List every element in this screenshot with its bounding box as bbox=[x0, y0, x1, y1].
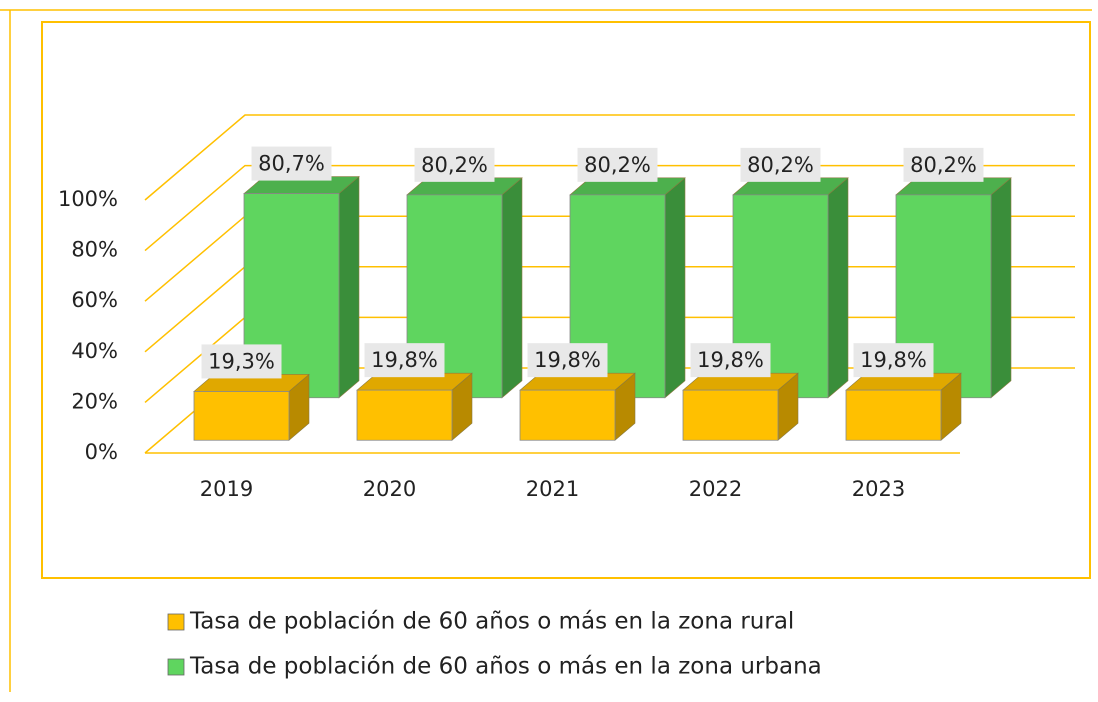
legend-label: Tasa de población de 60 años o más en la… bbox=[189, 609, 794, 635]
data-label: 19,3% bbox=[208, 349, 275, 373]
data-label-bg bbox=[690, 343, 771, 378]
data-label: 19,8% bbox=[697, 348, 764, 372]
y-tick-label: 0% bbox=[85, 440, 118, 464]
data-label: 80,2% bbox=[910, 153, 977, 177]
bar bbox=[193, 391, 290, 441]
data-label-bg bbox=[414, 147, 495, 182]
bar-side bbox=[990, 177, 1012, 399]
y-tick-label: 40% bbox=[71, 339, 118, 363]
plot: 0% 20% 40% 60% 80% 100% 2019 2020 2021 2022 2023 80… bbox=[58, 114, 1075, 501]
x-tick-label: 2019 bbox=[200, 477, 253, 501]
grid-line bbox=[144, 114, 1075, 201]
y-tick-label: 100% bbox=[58, 187, 118, 211]
data-label-bg bbox=[527, 343, 608, 378]
bar-side bbox=[338, 175, 360, 399]
bar-side bbox=[501, 177, 523, 399]
x-tick-label: 2022 bbox=[689, 477, 742, 501]
data-label: 80,7% bbox=[258, 152, 325, 176]
data-label-bg bbox=[577, 147, 658, 182]
bar bbox=[356, 389, 453, 441]
bar-side bbox=[827, 177, 849, 399]
legend: Tasa de población de 60 años o más en la… bbox=[167, 609, 822, 680]
bar bbox=[682, 389, 779, 441]
data-label-bg bbox=[903, 147, 984, 182]
data-label: 80,2% bbox=[421, 153, 488, 177]
data-label: 80,2% bbox=[584, 153, 651, 177]
data-label-bg bbox=[201, 344, 282, 379]
data-label: 19,8% bbox=[860, 348, 927, 372]
data-label-bg bbox=[364, 343, 445, 378]
data-label-bg bbox=[740, 147, 821, 182]
legend-swatch bbox=[167, 613, 185, 631]
y-tick-label: 80% bbox=[71, 238, 118, 262]
y-tick-label: 60% bbox=[71, 288, 118, 312]
data-label: 19,8% bbox=[534, 348, 601, 372]
legend-swatch bbox=[167, 658, 185, 676]
x-tick-label: 2021 bbox=[526, 477, 579, 501]
data-label-bg bbox=[853, 343, 934, 378]
bar-side bbox=[664, 177, 686, 399]
x-tick-label: 2023 bbox=[852, 477, 905, 501]
legend-label: Tasa de población de 60 años o más en la… bbox=[189, 654, 822, 680]
data-label: 80,2% bbox=[747, 153, 814, 177]
plot-frame bbox=[41, 21, 1091, 579]
x-tick-label: 2020 bbox=[363, 477, 416, 501]
bar bbox=[845, 389, 942, 441]
data-label: 19,8% bbox=[371, 348, 438, 372]
bar bbox=[519, 389, 616, 441]
y-tick-label: 20% bbox=[71, 389, 118, 413]
data-label-bg bbox=[251, 146, 332, 181]
